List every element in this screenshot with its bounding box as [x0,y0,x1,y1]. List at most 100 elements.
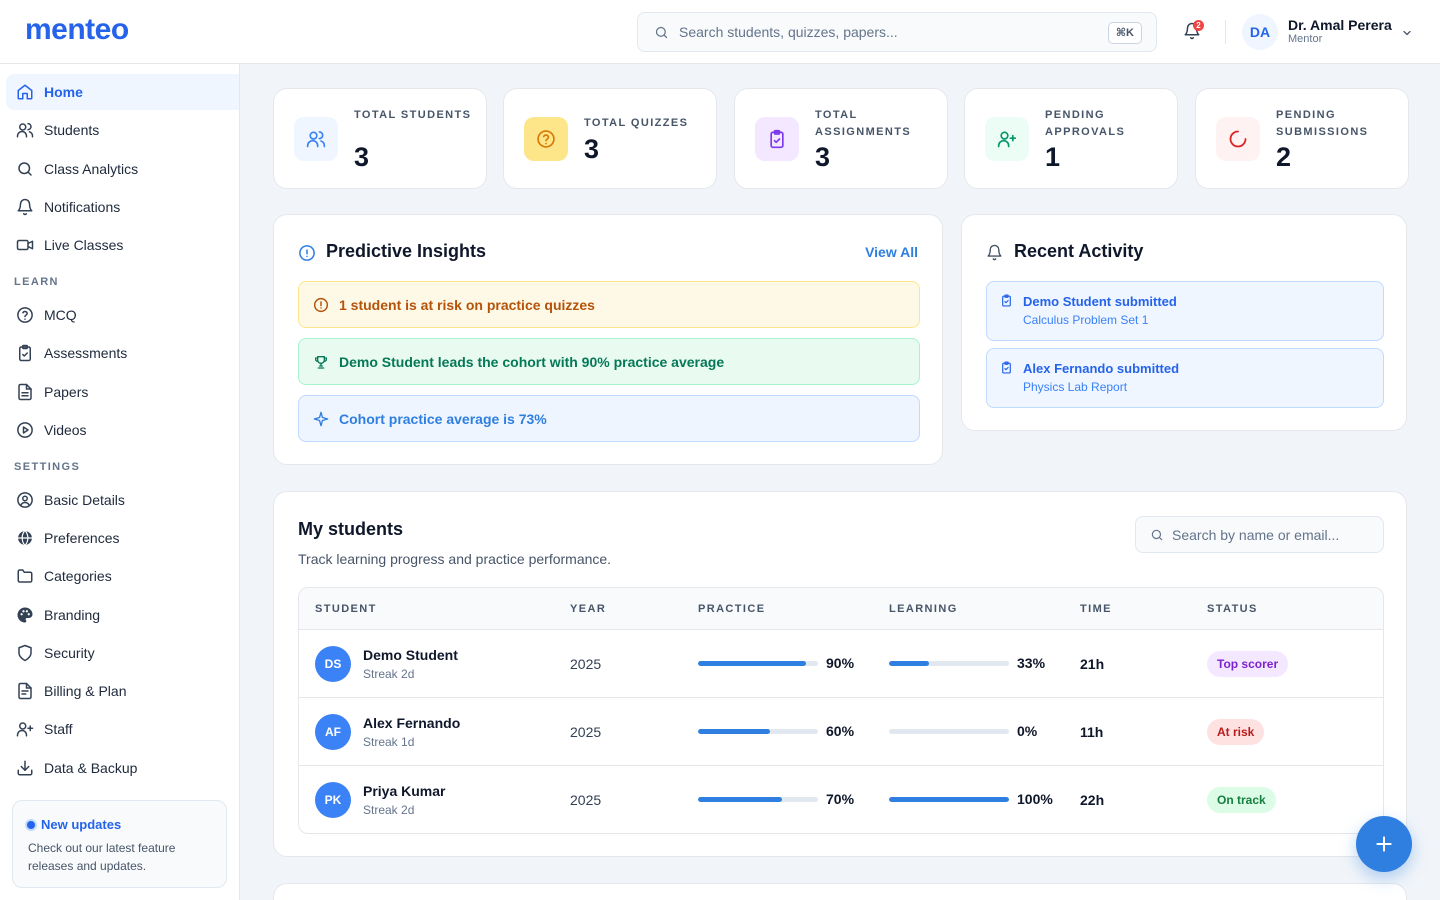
updates-description: Check out our latest feature releases an… [28,841,176,873]
sidebar-item-label: MCQ [44,307,77,323]
stat-icon-box [985,117,1029,161]
stat-label: TOTAL ASSIGNMENTS [815,109,912,138]
sidebar-item-categories[interactable]: Categories [6,558,239,594]
users-icon [16,122,34,138]
notifications-button[interactable]: 2 [1183,20,1204,42]
insight-item-at-risk[interactable]: 1 student is at risk on practice quizzes [298,281,920,328]
bell-icon [987,244,1002,261]
sidebar-item-label: Papers [44,384,89,400]
activity-item-subtitle: Physics Lab Report [1023,380,1128,394]
table-row[interactable]: AF Alex Fernando Streak 1d 2025 60% 0% 1… [299,698,1383,766]
clipboard-check-icon [770,129,784,149]
activity-item[interactable]: Alex Fernando submitted Physics Lab Repo… [986,348,1384,408]
column-header-practice[interactable]: PRACTICE [698,603,766,615]
sidebar-item-basic-details[interactable]: Basic Details [6,482,239,518]
help-circle-icon [537,130,555,148]
sidebar-section-learn: LEARN [14,276,59,288]
stat-card-total-assignments[interactable]: TOTAL ASSIGNMENTS 3 [734,88,948,189]
add-button[interactable] [1356,816,1412,872]
sidebar-item-label: Home [44,84,83,100]
global-search-input[interactable]: Search students, quizzes, papers... ⌘K [637,12,1157,52]
updates-dot [27,821,35,829]
stat-label: PENDING APPROVALS [1045,109,1126,138]
stat-icon-box [294,117,338,161]
users-icon [306,131,326,148]
activity-item[interactable]: Demo Student submitted Calculus Problem … [986,281,1384,341]
sidebar-item-class-analytics[interactable]: Class Analytics [6,151,239,187]
sidebar-item-label: Videos [44,422,87,438]
learning-progress-fill [889,797,1009,802]
student-year: 2025 [570,656,602,672]
learning-progress-bar [889,797,1009,802]
practice-percent: 60% [826,723,855,739]
sidebar-item-mcq[interactable]: MCQ [6,297,239,333]
app-logo[interactable]: menteo [25,13,129,46]
sidebar-item-papers[interactable]: Papers [6,374,239,410]
student-name[interactable]: Alex Fernando [363,715,461,731]
search-icon [18,162,32,176]
stat-value: 2 [1276,142,1292,172]
insight-item-leader[interactable]: Demo Student leads the cohort with 90% p… [298,338,920,385]
search-shortcut: ⌘K [1107,22,1142,44]
sidebar-item-data-backup[interactable]: Data & Backup [6,750,239,786]
sidebar-item-billing-plan[interactable]: Billing & Plan [6,673,239,709]
stat-card-total-students[interactable]: TOTAL STUDENTS 3 [273,88,487,189]
alert-circle-icon [313,297,329,313]
status-badge: On track [1207,787,1276,813]
student-streak: Streak 1d [363,735,415,749]
search-icon [655,26,668,39]
student-year: 2025 [570,792,602,808]
learning-percent: 33% [1017,655,1046,671]
learning-progress-bar [889,729,1009,734]
sidebar-item-assessments[interactable]: Assessments [6,335,239,371]
table-row[interactable]: DS Demo Student Streak 2d 2025 90% 33% 2… [299,630,1383,698]
stat-label: TOTAL STUDENTS [354,109,472,121]
sidebar-item-notifications[interactable]: Notifications [6,189,239,225]
new-updates-card[interactable]: New updates Check out our latest feature… [12,800,227,888]
column-header-year[interactable]: YEAR [570,603,607,615]
insight-item-cohort-average[interactable]: Cohort practice average is 73% [298,395,920,442]
practice-progress-fill [698,729,770,734]
chevron-down-icon[interactable] [1401,27,1413,39]
practice-progress-bar [698,797,818,802]
loader-icon [1229,130,1247,148]
shield-icon [18,644,32,662]
stat-icon-box [524,117,568,161]
sidebar-item-label: Branding [44,607,101,623]
column-header-student[interactable]: STUDENT [315,603,377,615]
student-time: 22h [1080,792,1105,808]
stat-value: 3 [354,142,370,172]
file-text-icon [18,383,32,401]
stat-card-pending-submissions[interactable]: PENDING SUBMISSIONS 2 [1195,88,1409,189]
sidebar: Home Students Class Analytics Notificati… [0,64,240,900]
stat-card-total-quizzes[interactable]: TOTAL QUIZZES 3 [503,88,717,189]
sidebar-item-label: Live Classes [44,237,124,253]
sidebar-item-security[interactable]: Security [6,635,239,671]
sidebar-item-live-classes[interactable]: Live Classes [6,227,239,263]
stat-label: PENDING SUBMISSIONS [1276,109,1369,138]
student-name[interactable]: Priya Kumar [363,783,446,799]
trophy-icon [315,356,327,369]
view-all-link[interactable]: View All [865,244,918,260]
my-students-card: My students Track learning progress and … [273,491,1407,857]
sidebar-item-staff[interactable]: Staff [6,711,239,747]
download-icon [17,760,33,776]
column-header-time[interactable]: TIME [1080,603,1112,615]
sidebar-item-home[interactable]: Home [6,74,239,110]
stat-card-pending-approvals[interactable]: PENDING APPROVALS 1 [964,88,1178,189]
sidebar-item-preferences[interactable]: Preferences [6,520,239,556]
column-header-status[interactable]: STATUS [1207,603,1258,615]
sidebar-item-students[interactable]: Students [6,112,239,148]
student-name[interactable]: Demo Student [363,647,458,663]
stat-icon-box [755,117,799,161]
user-name[interactable]: Dr. Amal Perera [1288,17,1392,33]
student-search-input[interactable]: Search by name or email... [1135,516,1384,553]
user-avatar[interactable]: DA [1242,14,1278,50]
folder-icon [17,569,33,583]
sidebar-item-videos[interactable]: Videos [6,412,239,448]
column-header-learning[interactable]: LEARNING [889,603,958,615]
student-search-placeholder: Search by name or email... [1172,527,1340,543]
table-row[interactable]: PK Priya Kumar Streak 2d 2025 70% 100% 2… [299,766,1383,833]
top-bar: menteo Search students, quizzes, papers.… [0,0,1440,64]
sidebar-item-branding[interactable]: Branding [6,597,239,633]
